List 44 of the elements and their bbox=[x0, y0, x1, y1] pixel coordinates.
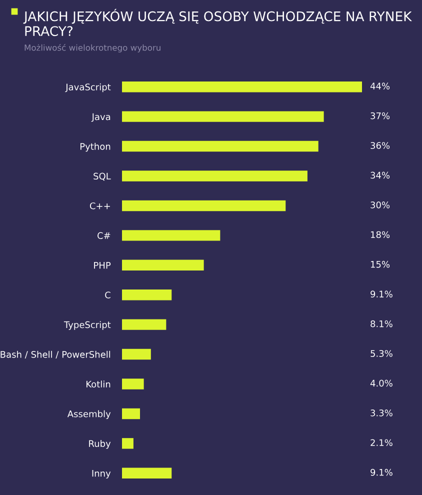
data-label: 5.3% bbox=[370, 350, 392, 357]
data-label: 3.3% bbox=[370, 410, 392, 416]
bar bbox=[122, 111, 324, 122]
y-tick-label: Assembly bbox=[67, 410, 111, 420]
y-tick-label: Kotlin bbox=[86, 380, 110, 388]
data-label: 44% bbox=[370, 82, 390, 90]
y-tick-label: SQL bbox=[94, 172, 111, 181]
y-tick-label: Ruby bbox=[89, 440, 111, 449]
y-tick-label: C++ bbox=[90, 202, 110, 210]
y-tick-label: C# bbox=[98, 232, 110, 239]
data-label: 36% bbox=[370, 142, 390, 149]
data-label: 18% bbox=[370, 231, 390, 238]
y-tick-label: C bbox=[105, 292, 110, 298]
bar bbox=[122, 260, 204, 270]
y-tick-label: Bash / Shell / PowerShell bbox=[0, 350, 110, 359]
data-label: 9.1% bbox=[370, 290, 392, 298]
bar bbox=[122, 140, 318, 152]
bar bbox=[122, 408, 140, 420]
data-label: 34% bbox=[370, 172, 390, 179]
bar bbox=[122, 170, 308, 182]
data-label: 2.1% bbox=[370, 439, 392, 446]
bar bbox=[122, 319, 166, 330]
y-tick-label: Java bbox=[91, 113, 110, 122]
y-tick-label: TypeScript bbox=[64, 321, 111, 330]
y-tick-label: PHP bbox=[94, 262, 111, 269]
data-label: 30% bbox=[370, 202, 390, 208]
bar bbox=[122, 200, 286, 212]
chart-subtitle: Możliwość wielokrotnego wyboru bbox=[24, 44, 160, 52]
bar bbox=[122, 468, 172, 478]
data-label: 9.1% bbox=[370, 468, 392, 476]
data-label: 37% bbox=[370, 112, 390, 120]
bar bbox=[122, 290, 172, 300]
data-label: 4.0% bbox=[370, 380, 392, 387]
bar bbox=[122, 230, 220, 241]
data-label: 8.1% bbox=[370, 320, 392, 328]
chart-title: JAKICH JĘZYKÓW UCZĄ SIĘ OSOBY WCHODZĄCE NA RYNEK PRACY? bbox=[23, 8, 412, 36]
data-label: 15% bbox=[370, 260, 390, 268]
y-tick-label: JavaScript bbox=[65, 83, 111, 92]
bar bbox=[122, 438, 134, 449]
y-tick-label: Inny bbox=[92, 470, 111, 478]
y-tick-label: Python bbox=[80, 142, 110, 152]
bar bbox=[122, 378, 144, 390]
bar bbox=[122, 348, 151, 360]
bar bbox=[122, 82, 362, 92]
